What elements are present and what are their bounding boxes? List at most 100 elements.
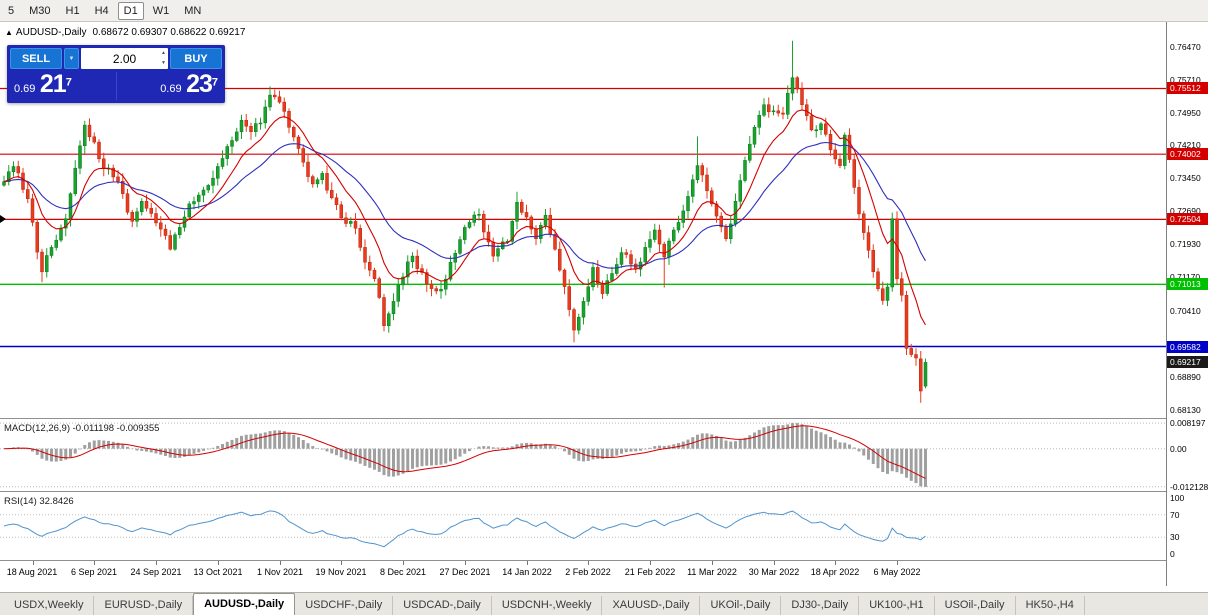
ma-slow-line — [3, 141, 926, 269]
date-tick — [280, 561, 281, 565]
macd-signal-line — [3, 425, 926, 479]
one-click-trading-panel: SELL ▼ 2.00 ▲ ▼ BUY 0.69 217 0.69 — [7, 45, 225, 103]
price-axis: 0.76470 0.75710 0.74950 0.74210 0.73450 0.726… — [1166, 22, 1208, 586]
volume-field[interactable]: 2.00 ▲ ▼ — [81, 48, 168, 69]
price-axis-label: 0.74950 — [1170, 108, 1201, 118]
chart-tab[interactable]: USDX,Weekly — [4, 596, 95, 615]
price-level-badge: 0.72504 — [1167, 213, 1208, 225]
chart-tab[interactable]: USDCHF-,Daily — [295, 596, 394, 615]
timeframe-toolbar: 5 M30 H1 H4 D1 W1 MN — [0, 0, 1208, 22]
date-tick — [712, 561, 713, 565]
timeframe-button-5[interactable]: 5 — [8, 4, 15, 17]
timeframe-button-h4[interactable]: H4 — [94, 4, 109, 17]
timeframe-button-w1[interactable]: W1 — [152, 4, 170, 17]
timeframe-button-m30[interactable]: M30 — [29, 4, 51, 17]
timeframe-button-h1[interactable]: H1 — [65, 4, 80, 17]
date-tick — [218, 561, 219, 565]
spin-up-icon[interactable]: ▲ — [161, 50, 166, 56]
volume-spinner[interactable]: ▲ ▼ — [160, 49, 167, 68]
date-axis-label: 14 Jan 2022 — [502, 567, 552, 577]
date-tick — [341, 561, 342, 565]
date-tick — [588, 561, 589, 565]
spin-down-icon[interactable]: ▼ — [161, 60, 166, 66]
chart-tab-bar: USDX,Weekly EURUSD-,Daily AUDUSD-,Daily USD… — [0, 592, 1208, 615]
chart-tab[interactable]: USOil-,Daily — [935, 596, 1016, 615]
date-axis-label: 8 Dec 2021 — [379, 567, 427, 577]
timeframe-button-d1[interactable]: D1 — [117, 1, 144, 20]
date-axis-label: 6 May 2022 — [873, 567, 921, 577]
date-axis-label: 13 Oct 2021 — [193, 567, 243, 577]
macd-axis-label: 0.008197 — [1170, 418, 1206, 428]
price-axis-label: 0.68890 — [1170, 372, 1201, 382]
rsi-indicator-label: RSI(14) 32.8426 — [4, 496, 74, 507]
date-axis-label: 18 Aug 2021 — [6, 567, 58, 577]
buy-price-display[interactable]: 0.69 237 — [115, 70, 223, 100]
panel-separator[interactable] — [0, 418, 1208, 419]
rsi-axis-label: 100 — [1170, 493, 1185, 503]
chart-tab[interactable]: EURUSD-,Daily — [94, 596, 194, 615]
chart-tab[interactable]: USDCNH-,Weekly — [492, 596, 603, 615]
date-axis: 18 Aug 2021 6 Sep 2021 24 Sep 2021 13 Oct 2… — [0, 561, 1166, 586]
chart-title: ▲ AUDUSD-,Daily 0.68672 0.69307 0.68622 0.… — [5, 27, 245, 38]
macd-axis-label: -0.012128 — [1170, 482, 1208, 492]
price-level-badge: 0.69582 — [1167, 341, 1208, 353]
price-axis-label: 0.74210 — [1170, 140, 1201, 150]
chevron-down-icon: ▼ — [68, 55, 75, 62]
macd-axis-label: 0.00 — [1170, 444, 1187, 454]
level-lines-layer[interactable] — [0, 87, 1166, 348]
date-axis-label: 21 Feb 2022 — [624, 567, 676, 577]
sell-price-prefix: 0.69 — [14, 83, 36, 95]
price-level-badge: 0.74002 — [1167, 148, 1208, 160]
rsi-line — [3, 510, 926, 548]
sell-price-display[interactable]: 0.69 217 — [10, 72, 116, 100]
date-axis-label: 19 Nov 2021 — [315, 567, 367, 577]
chart-window[interactable]: ▲ AUDUSD-,Daily 0.68672 0.69307 0.68622 0.… — [0, 22, 1166, 586]
rsi-axis-label: 0 — [1170, 549, 1175, 559]
date-axis-label: 27 Dec 2021 — [439, 567, 491, 577]
chart-tab[interactable]: HK50-,H4 — [1016, 596, 1085, 615]
sell-button[interactable]: SELL — [10, 48, 62, 69]
price-level-badge: 0.71013 — [1167, 278, 1208, 290]
date-tick — [835, 561, 836, 565]
buy-price-prefix: 0.69 — [160, 83, 182, 95]
date-tick — [403, 561, 404, 565]
chart-tab[interactable]: UKOil-,Daily — [700, 596, 782, 615]
price-axis-label: 0.75710 — [1170, 75, 1201, 85]
date-axis-label: 30 Mar 2022 — [748, 567, 800, 577]
date-axis-label: 24 Sep 2021 — [130, 567, 182, 577]
chart-symbol-label: AUDUSD-,Daily — [15, 27, 87, 38]
date-tick — [94, 561, 95, 565]
order-options-dropdown[interactable]: ▼ — [64, 48, 79, 69]
macd-histogram — [7, 423, 927, 487]
timeframe-button-mn[interactable]: MN — [184, 4, 202, 17]
hline-anchor-marker[interactable] — [0, 215, 6, 223]
panel-separator[interactable] — [0, 491, 1208, 492]
date-tick — [897, 561, 898, 565]
buy-button[interactable]: BUY — [170, 48, 222, 69]
chart-tab[interactable]: UK100-,H1 — [859, 596, 935, 615]
buy-price-big: 23 — [186, 70, 213, 98]
chart-tab[interactable]: DJ30-,Daily — [781, 596, 860, 615]
chart-tab[interactable]: USDCAD-,Daily — [393, 596, 492, 615]
rsi-panel[interactable] — [0, 492, 1166, 560]
main-price-chart[interactable] — [0, 22, 1166, 418]
macd-panel[interactable] — [0, 419, 1166, 491]
price-axis-label: 0.70410 — [1170, 306, 1201, 316]
chart-tab[interactable]: AUDUSD-,Daily — [193, 593, 296, 615]
ma-fast-line — [3, 109, 926, 326]
macd-indicator-label: MACD(12,26,9) -0.011198 -0.009355 — [4, 423, 160, 434]
one-click-toggle-icon[interactable]: ▲ — [5, 28, 13, 37]
price-axis-label: 0.76470 — [1170, 42, 1201, 52]
date-axis-label: 6 Sep 2021 — [70, 567, 118, 577]
rsi-axis-label: 30 — [1170, 532, 1180, 542]
date-tick — [156, 561, 157, 565]
chart-tab[interactable]: XAUUSD-,Daily — [602, 596, 701, 615]
date-tick — [774, 561, 775, 565]
volume-value: 2.00 — [112, 51, 137, 66]
date-axis-label: 18 Apr 2022 — [810, 567, 860, 577]
price-axis-label: 0.71170 — [1170, 272, 1201, 282]
date-axis-label: 11 Mar 2022 — [687, 567, 737, 577]
buy-price-sup: 7 — [211, 76, 218, 89]
date-tick — [527, 561, 528, 565]
